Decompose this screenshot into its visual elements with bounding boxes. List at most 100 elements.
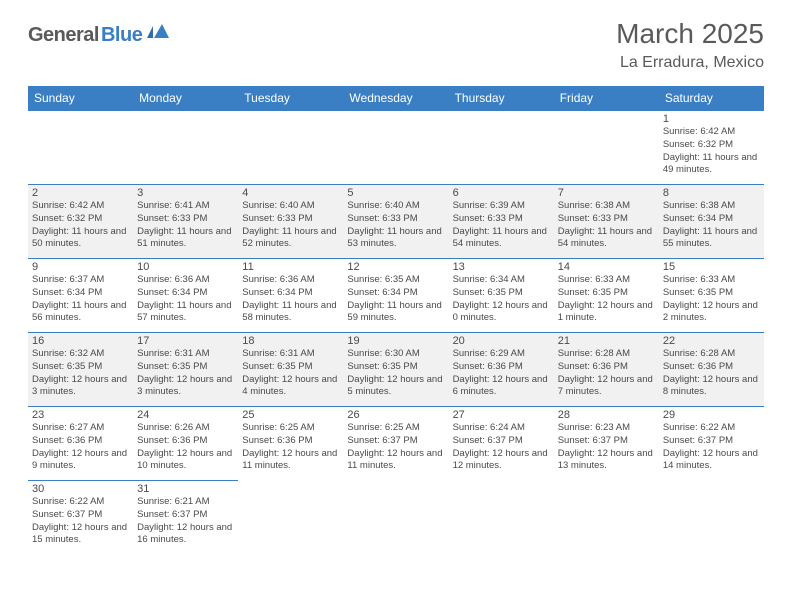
day-number: 18 [242, 335, 339, 347]
day-cell: 3Sunrise: 6:41 AMSunset: 6:33 PMDaylight… [133, 185, 238, 259]
day-cell: 27Sunrise: 6:24 AMSunset: 6:37 PMDayligh… [449, 407, 554, 481]
day-info: Sunrise: 6:26 AMSunset: 6:36 PMDaylight:… [137, 422, 234, 473]
day-cell: 10Sunrise: 6:36 AMSunset: 6:34 PMDayligh… [133, 259, 238, 333]
day-cell: 17Sunrise: 6:31 AMSunset: 6:35 PMDayligh… [133, 333, 238, 407]
weekday-header: Sunday [28, 86, 133, 111]
day-cell: 29Sunrise: 6:22 AMSunset: 6:37 PMDayligh… [659, 407, 764, 481]
empty-cell [554, 481, 659, 555]
empty-cell [554, 111, 659, 185]
day-cell: 13Sunrise: 6:34 AMSunset: 6:35 PMDayligh… [449, 259, 554, 333]
day-number: 24 [137, 409, 234, 421]
day-number: 23 [32, 409, 129, 421]
day-number: 3 [137, 187, 234, 199]
day-number: 7 [558, 187, 655, 199]
day-number: 13 [453, 261, 550, 273]
day-cell: 6Sunrise: 6:39 AMSunset: 6:33 PMDaylight… [449, 185, 554, 259]
day-number: 20 [453, 335, 550, 347]
day-info: Sunrise: 6:30 AMSunset: 6:35 PMDaylight:… [347, 348, 444, 399]
empty-cell [449, 481, 554, 555]
day-cell: 2Sunrise: 6:42 AMSunset: 6:32 PMDaylight… [28, 185, 133, 259]
day-number: 27 [453, 409, 550, 421]
day-number: 12 [347, 261, 444, 273]
day-info: Sunrise: 6:38 AMSunset: 6:34 PMDaylight:… [663, 200, 760, 251]
empty-cell [343, 481, 448, 555]
day-number: 9 [32, 261, 129, 273]
day-cell: 25Sunrise: 6:25 AMSunset: 6:36 PMDayligh… [238, 407, 343, 481]
flag-icon [147, 24, 169, 45]
day-cell: 24Sunrise: 6:26 AMSunset: 6:36 PMDayligh… [133, 407, 238, 481]
day-info: Sunrise: 6:29 AMSunset: 6:36 PMDaylight:… [453, 348, 550, 399]
day-number: 4 [242, 187, 339, 199]
day-info: Sunrise: 6:36 AMSunset: 6:34 PMDaylight:… [137, 274, 234, 325]
day-info: Sunrise: 6:27 AMSunset: 6:36 PMDaylight:… [32, 422, 129, 473]
day-info: Sunrise: 6:31 AMSunset: 6:35 PMDaylight:… [137, 348, 234, 399]
day-info: Sunrise: 6:40 AMSunset: 6:33 PMDaylight:… [242, 200, 339, 251]
day-cell: 19Sunrise: 6:30 AMSunset: 6:35 PMDayligh… [343, 333, 448, 407]
day-info: Sunrise: 6:40 AMSunset: 6:33 PMDaylight:… [347, 200, 444, 251]
day-number: 17 [137, 335, 234, 347]
day-number: 6 [453, 187, 550, 199]
day-cell: 14Sunrise: 6:33 AMSunset: 6:35 PMDayligh… [554, 259, 659, 333]
empty-cell [659, 481, 764, 555]
day-cell: 23Sunrise: 6:27 AMSunset: 6:36 PMDayligh… [28, 407, 133, 481]
weekday-header: Monday [133, 86, 238, 111]
empty-cell [28, 111, 133, 185]
day-number: 5 [347, 187, 444, 199]
day-number: 10 [137, 261, 234, 273]
weekday-header: Friday [554, 86, 659, 111]
day-info: Sunrise: 6:28 AMSunset: 6:36 PMDaylight:… [558, 348, 655, 399]
day-info: Sunrise: 6:21 AMSunset: 6:37 PMDaylight:… [137, 496, 234, 547]
day-cell: 22Sunrise: 6:28 AMSunset: 6:36 PMDayligh… [659, 333, 764, 407]
day-number: 16 [32, 335, 129, 347]
header: General Blue March 2025 La Erradura, Mex… [0, 0, 792, 80]
day-info: Sunrise: 6:34 AMSunset: 6:35 PMDaylight:… [453, 274, 550, 325]
day-number: 31 [137, 483, 234, 495]
day-cell: 7Sunrise: 6:38 AMSunset: 6:33 PMDaylight… [554, 185, 659, 259]
day-cell: 15Sunrise: 6:33 AMSunset: 6:35 PMDayligh… [659, 259, 764, 333]
empty-cell [238, 481, 343, 555]
day-cell: 5Sunrise: 6:40 AMSunset: 6:33 PMDaylight… [343, 185, 448, 259]
day-number: 2 [32, 187, 129, 199]
day-cell: 21Sunrise: 6:28 AMSunset: 6:36 PMDayligh… [554, 333, 659, 407]
day-info: Sunrise: 6:23 AMSunset: 6:37 PMDaylight:… [558, 422, 655, 473]
day-info: Sunrise: 6:35 AMSunset: 6:34 PMDaylight:… [347, 274, 444, 325]
day-number: 25 [242, 409, 339, 421]
day-cell: 30Sunrise: 6:22 AMSunset: 6:37 PMDayligh… [28, 481, 133, 555]
month-title: March 2025 [616, 18, 764, 50]
day-info: Sunrise: 6:33 AMSunset: 6:35 PMDaylight:… [663, 274, 760, 325]
day-info: Sunrise: 6:38 AMSunset: 6:33 PMDaylight:… [558, 200, 655, 251]
weekday-header: Saturday [659, 86, 764, 111]
day-cell: 31Sunrise: 6:21 AMSunset: 6:37 PMDayligh… [133, 481, 238, 555]
day-info: Sunrise: 6:39 AMSunset: 6:33 PMDaylight:… [453, 200, 550, 251]
calendar-head: SundayMondayTuesdayWednesdayThursdayFrid… [28, 86, 764, 111]
logo-text-blue: Blue [101, 24, 142, 47]
day-cell: 9Sunrise: 6:37 AMSunset: 6:34 PMDaylight… [28, 259, 133, 333]
day-info: Sunrise: 6:25 AMSunset: 6:36 PMDaylight:… [242, 422, 339, 473]
day-info: Sunrise: 6:42 AMSunset: 6:32 PMDaylight:… [32, 200, 129, 251]
day-number: 30 [32, 483, 129, 495]
logo: General Blue [28, 24, 169, 47]
day-number: 19 [347, 335, 444, 347]
day-number: 28 [558, 409, 655, 421]
day-info: Sunrise: 6:32 AMSunset: 6:35 PMDaylight:… [32, 348, 129, 399]
empty-cell [238, 111, 343, 185]
day-number: 1 [663, 113, 760, 125]
day-number: 11 [242, 261, 339, 273]
location: La Erradura, Mexico [616, 54, 764, 72]
day-cell: 26Sunrise: 6:25 AMSunset: 6:37 PMDayligh… [343, 407, 448, 481]
day-info: Sunrise: 6:33 AMSunset: 6:35 PMDaylight:… [558, 274, 655, 325]
day-info: Sunrise: 6:36 AMSunset: 6:34 PMDaylight:… [242, 274, 339, 325]
day-number: 21 [558, 335, 655, 347]
day-cell: 1Sunrise: 6:42 AMSunset: 6:32 PMDaylight… [659, 111, 764, 185]
empty-cell [133, 111, 238, 185]
day-cell: 16Sunrise: 6:32 AMSunset: 6:35 PMDayligh… [28, 333, 133, 407]
day-info: Sunrise: 6:31 AMSunset: 6:35 PMDaylight:… [242, 348, 339, 399]
day-info: Sunrise: 6:28 AMSunset: 6:36 PMDaylight:… [663, 348, 760, 399]
weekday-header: Thursday [449, 86, 554, 111]
day-info: Sunrise: 6:41 AMSunset: 6:33 PMDaylight:… [137, 200, 234, 251]
day-info: Sunrise: 6:42 AMSunset: 6:32 PMDaylight:… [663, 126, 760, 177]
day-info: Sunrise: 6:37 AMSunset: 6:34 PMDaylight:… [32, 274, 129, 325]
day-cell: 28Sunrise: 6:23 AMSunset: 6:37 PMDayligh… [554, 407, 659, 481]
day-cell: 11Sunrise: 6:36 AMSunset: 6:34 PMDayligh… [238, 259, 343, 333]
day-number: 14 [558, 261, 655, 273]
